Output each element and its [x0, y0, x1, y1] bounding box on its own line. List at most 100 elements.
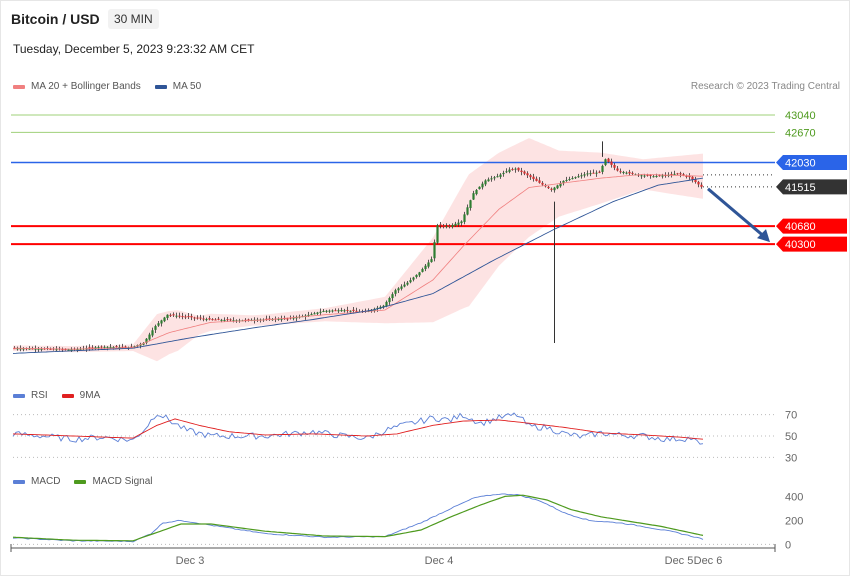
candle: [568, 176, 571, 181]
candle-body: [658, 175, 661, 177]
candle-body: [28, 348, 31, 350]
candle: [580, 172, 583, 179]
candle: [34, 345, 37, 353]
candle: [205, 317, 208, 322]
candle: [406, 281, 409, 286]
candle: [640, 174, 643, 179]
candle: [541, 181, 544, 187]
rsi-legend: RSI 9MA: [13, 390, 108, 401]
candle-body: [448, 225, 451, 227]
candle-body: [469, 200, 472, 209]
candle: [451, 223, 454, 229]
candle: [613, 162, 616, 171]
candle-body: [325, 310, 328, 312]
candle: [688, 173, 691, 180]
candle-body: [313, 313, 316, 315]
level-tag-bg: [776, 155, 847, 171]
candle-body: [529, 175, 532, 178]
candle-body: [601, 165, 604, 172]
candle: [292, 315, 295, 321]
candle: [268, 315, 271, 321]
candle-body: [418, 272, 421, 276]
rsi-tick-label: 50: [785, 431, 797, 443]
level-label: 42670: [785, 127, 816, 139]
candle: [619, 168, 622, 174]
candle-body: [355, 310, 358, 312]
candle-body: [283, 318, 286, 320]
candle-body: [193, 317, 196, 319]
candle: [328, 309, 331, 314]
candle: [547, 185, 550, 190]
candle-body: [583, 174, 586, 176]
candle: [187, 313, 190, 319]
candle-body: [397, 288, 400, 291]
candle-body: [508, 169, 511, 172]
legend-label-macd-signal: MACD Signal: [92, 476, 153, 487]
candle-body: [460, 221, 463, 224]
legend-label-ma50: MA 50: [172, 81, 202, 92]
candle-body: [664, 175, 667, 177]
candle-body: [523, 171, 526, 174]
candle: [397, 287, 400, 293]
candle: [538, 177, 541, 184]
candle: [394, 288, 397, 297]
candle: [577, 173, 580, 178]
candle-body: [334, 310, 337, 312]
candle-body: [511, 169, 514, 171]
candle-body: [439, 224, 442, 226]
candle: [502, 170, 505, 177]
candle: [331, 309, 334, 313]
candle-body: [70, 349, 73, 351]
candle: [196, 315, 199, 320]
candle-body: [277, 318, 280, 320]
candle-body: [307, 314, 310, 316]
candle: [415, 274, 418, 279]
candle-body: [205, 319, 208, 321]
candle: [217, 316, 220, 321]
candle-body: [340, 310, 343, 312]
candle-body: [484, 180, 487, 185]
candle: [604, 158, 607, 167]
candle: [676, 172, 679, 175]
candle-body: [142, 343, 145, 345]
candle-body: [166, 314, 169, 318]
level-label: 40680: [785, 221, 816, 233]
level-tag-bg: [776, 236, 847, 252]
candle-body: [16, 348, 19, 350]
candle: [202, 315, 205, 322]
candle-body: [349, 310, 352, 312]
legend-item-ma20: MA 20 + Bollinger Bands: [13, 81, 141, 92]
candle: [37, 347, 40, 353]
candle-body: [247, 319, 250, 321]
candle-body: [154, 326, 157, 330]
candle-body: [244, 319, 247, 321]
candle: [163, 316, 166, 323]
forecast-arrow-head: [757, 229, 770, 243]
candle-body: [190, 316, 193, 318]
candle: [199, 314, 202, 321]
candle-body: [121, 346, 124, 348]
macd-tick-label: 0: [785, 539, 791, 551]
candle: [553, 186, 556, 193]
level-label: 41515: [785, 182, 816, 194]
candle: [172, 312, 175, 318]
candle: [622, 170, 625, 175]
candle-body: [502, 172, 505, 175]
candle: [463, 211, 466, 225]
candle: [559, 181, 562, 188]
chart-datetime: Tuesday, December 5, 2023 9:23:32 AM CET: [13, 42, 255, 56]
candle-body: [679, 173, 682, 175]
candle: [403, 281, 406, 288]
candle-body: [403, 284, 406, 287]
level-label: 43040: [785, 110, 816, 122]
candle-body: [196, 317, 199, 319]
timeframe-badge[interactable]: 30 MIN: [108, 9, 159, 29]
candle: [391, 292, 394, 302]
candle-body: [661, 175, 664, 177]
candle: [607, 157, 610, 163]
candle-body: [487, 179, 490, 182]
candle: [460, 220, 463, 227]
candle-body: [676, 173, 679, 175]
candle: [586, 170, 589, 177]
